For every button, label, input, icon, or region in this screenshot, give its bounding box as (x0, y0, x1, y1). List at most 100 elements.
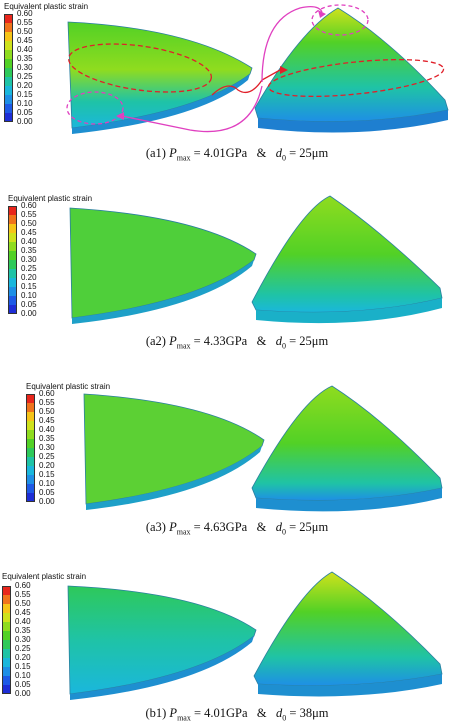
legend-tick-label: 0.20 (15, 653, 31, 662)
legend-tick-label: 0.10 (15, 671, 31, 680)
panel-label: (b1) (145, 706, 167, 720)
legend-tick-label: 0.00 (21, 309, 37, 318)
d-subscript: 0 (282, 713, 287, 723)
legend-tick-label: 0.60 (21, 201, 37, 210)
legend-tick-label: 0.00 (17, 117, 33, 126)
d-symbol: d (275, 334, 282, 348)
legend-swatch (8, 269, 17, 278)
legend-swatch (4, 77, 13, 86)
legend-swatch (2, 604, 11, 613)
d-value: = 25μm (289, 146, 329, 160)
legend-swatch (2, 586, 11, 595)
legend-title: Equivalent plastic strain (26, 382, 111, 391)
legend-tick-label: 0.60 (39, 389, 55, 398)
legend-tick-label: 0.60 (15, 581, 31, 590)
left-wedge-edge (72, 74, 250, 134)
arrow-magenta-2-head (116, 112, 124, 120)
legend-tick-label: 0.30 (21, 255, 37, 264)
d-symbol: d (275, 520, 282, 534)
p-value: = 4.01GPa (193, 706, 248, 720)
specimen-a1 (66, 4, 449, 134)
legend-tick-label: 0.55 (17, 18, 33, 27)
caption-a3: (a3) Pmax = 4.63GPa & d0 = 25μm (0, 520, 474, 537)
d-value: = 38μm (289, 706, 329, 720)
arrow-magenta-2 (121, 85, 263, 133)
legend-swatch (26, 448, 35, 457)
legend-swatch (8, 305, 17, 314)
legend-swatch (4, 104, 13, 113)
left-wedge-edge (86, 446, 262, 510)
legend-swatch (2, 613, 11, 622)
legend-tick-label: 0.25 (17, 72, 33, 81)
legend-tick-label: 0.45 (17, 36, 33, 45)
legend-tick-label: 0.05 (21, 300, 37, 309)
legend-tick-label: 0.35 (21, 246, 37, 255)
legend-swatch (2, 685, 11, 694)
legend-title: Equivalent plastic strain (8, 194, 93, 203)
legend-swatch (4, 23, 13, 32)
legend-tick-label: 0.15 (17, 90, 33, 99)
panel-a2: 0.60 0.55 0.50 0.45 0.40 0.35 0.30 0.25 0.20 0.15… (0, 190, 474, 360)
legend-swatch (26, 412, 35, 421)
p-value: = 4.63GPa (193, 520, 248, 534)
p-symbol: P (169, 520, 177, 534)
legend-tick-label: 0.30 (39, 443, 55, 452)
legend-swatch (8, 251, 17, 260)
panel-b1: Equivalent plastic strain 0.60 0.55 0.50 0.… (0, 560, 474, 724)
legend-tick-label: 0.05 (15, 680, 31, 689)
d-value: = 25μm (289, 520, 329, 534)
right-dome-edge (258, 674, 442, 697)
left-wedge (67, 21, 253, 129)
dashed-ellipse-left-band (67, 43, 213, 93)
legend-swatch (2, 622, 11, 631)
legend-swatch (8, 215, 17, 224)
legend-tick-label: 0.15 (15, 662, 31, 671)
legend-swatch (4, 14, 13, 23)
legend-tick-label: 0.45 (15, 608, 31, 617)
legend-swatch (8, 278, 17, 287)
specimen-a2 (69, 195, 443, 324)
legend-tick-label: 0.45 (39, 416, 55, 425)
p-subscript: max (177, 713, 191, 723)
right-dome (251, 385, 443, 501)
legend-tick-label: 0.00 (39, 497, 55, 506)
legend-swatch (26, 430, 35, 439)
legend-swatch (26, 394, 35, 403)
legend-color-bar (26, 394, 35, 502)
p-subscript: max (176, 527, 191, 537)
legend-tick-label: 0.35 (17, 54, 33, 63)
legend-swatch (4, 95, 13, 104)
legend-swatch (4, 113, 13, 122)
legend-swatch (26, 457, 35, 466)
d-symbol: d (275, 146, 282, 160)
legend-swatch (2, 595, 11, 604)
ampersand: & (256, 520, 267, 534)
legend-tick-label: 0.55 (39, 398, 55, 407)
legend-tick-label: 0.05 (17, 108, 33, 117)
right-dome (251, 195, 443, 313)
legend-swatch (8, 242, 17, 251)
arrow-magenta-1-head (318, 10, 326, 18)
legend-swatch (4, 68, 13, 77)
legend-color-bar (2, 586, 11, 694)
legend-swatch (8, 206, 17, 215)
dashed-ellipse-right-band (267, 58, 445, 98)
p-symbol: P (169, 146, 177, 160)
legend-tick-label: 0.25 (21, 264, 37, 273)
legend-tick-label: 0.50 (15, 599, 31, 608)
legend-tick-label: 0.10 (39, 479, 55, 488)
legend-tick-label: 0.60 (17, 9, 33, 18)
legend-tick-label: 0.05 (39, 488, 55, 497)
caption-a1: (a1) Pmax = 4.01GPa & d0 = 25μm (0, 146, 474, 163)
ampersand: & (256, 146, 267, 160)
legend-swatch (4, 86, 13, 95)
legend-swatch (8, 296, 17, 305)
legend-tick-label: 0.50 (21, 219, 37, 228)
legend-swatch (26, 466, 35, 475)
legend-title: Equivalent plastic strain (2, 572, 87, 581)
arrow-red-1-head (280, 66, 288, 74)
legend-swatch (2, 658, 11, 667)
legend-swatch (26, 421, 35, 430)
d-symbol: d (276, 706, 283, 720)
legend-tick-label: 0.50 (39, 407, 55, 416)
